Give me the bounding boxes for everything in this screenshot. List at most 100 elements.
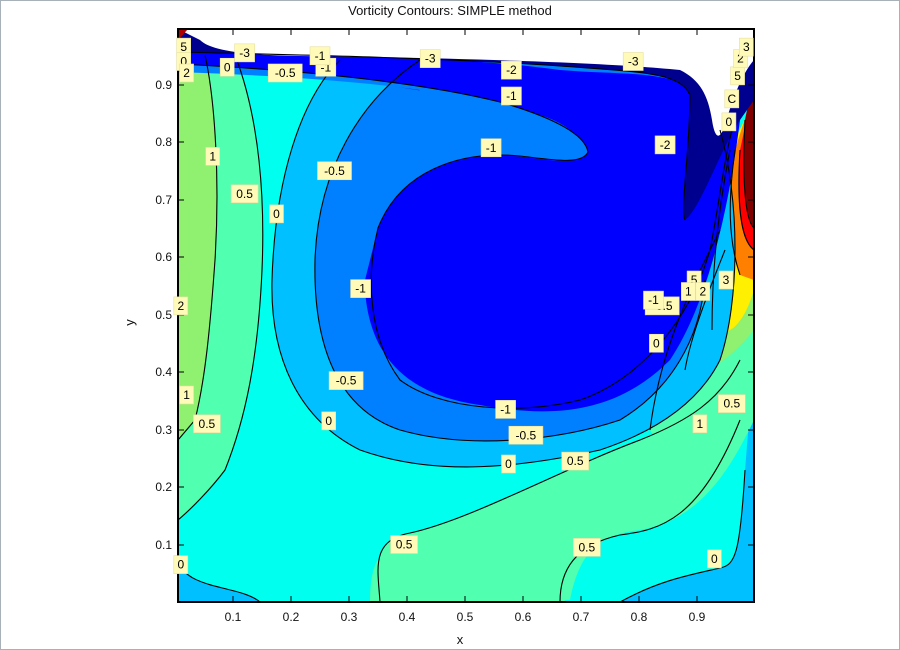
contour-label: -0.5 — [328, 371, 364, 390]
svg-text:-0.5: -0.5 — [324, 164, 345, 178]
svg-text:0: 0 — [653, 336, 660, 350]
y-tick: 0.8 — [155, 135, 172, 149]
contour-label: 3 — [738, 37, 754, 57]
svg-text:2: 2 — [183, 66, 190, 80]
contour-label: 0 — [321, 411, 337, 431]
svg-text:0.5: 0.5 — [236, 187, 253, 201]
svg-text:-1: -1 — [320, 60, 331, 74]
contour-label: C — [724, 89, 740, 109]
y-tick: 0.4 — [155, 365, 172, 379]
contour-labels: -30 -0.5 -1-1 -3-2-1-3-1 -210.50-0.5-1-0.50-… — [173, 37, 754, 574]
y-tick: 0.9 — [155, 78, 172, 92]
contour-label: 2 — [695, 282, 711, 301]
contour-label: 0.5 — [390, 535, 418, 554]
svg-text:0.5: 0.5 — [567, 454, 584, 468]
contour-label: 1 — [179, 385, 194, 405]
svg-text:0: 0 — [273, 207, 280, 221]
svg-text:3: 3 — [743, 40, 750, 54]
svg-text:0.5: 0.5 — [199, 417, 216, 431]
contour-label: -1 — [480, 138, 502, 158]
contour-label: -2 — [501, 60, 522, 80]
svg-text:0: 0 — [224, 60, 231, 74]
svg-text:2: 2 — [737, 52, 744, 66]
contour-label: 0.5 — [230, 184, 259, 204]
contour-label: 0 — [649, 333, 664, 353]
svg-text:-1: -1 — [648, 293, 659, 307]
contour-label: 0 — [219, 57, 235, 77]
x-tick: 0.9 — [689, 610, 706, 624]
contour-fill — [178, 29, 754, 602]
contour-label: 0 — [501, 454, 516, 474]
contour-label: 1 — [205, 147, 220, 166]
svg-text:5: 5 — [691, 273, 698, 287]
svg-text:3: 3 — [723, 273, 730, 287]
x-tick: 0.4 — [399, 610, 416, 624]
contour-label: 2 — [173, 296, 189, 316]
x-tick: 0.7 — [573, 610, 590, 624]
y-tick: 0.6 — [155, 250, 172, 264]
svg-text:-1: -1 — [506, 89, 517, 103]
x-axis-label: x — [456, 632, 464, 647]
chart-title: Vorticity Contours: SIMPLE method — [348, 3, 552, 18]
svg-text:1: 1 — [209, 149, 216, 163]
contour-label: -2 — [654, 135, 676, 155]
y-tick: 0.1 — [155, 538, 172, 552]
contour-label: -1 — [309, 46, 331, 66]
svg-text:-0.5: -0.5 — [336, 374, 357, 388]
contour-label: 0 — [707, 549, 722, 569]
x-tick: 0.2 — [283, 610, 300, 624]
contour-label: -0.5 — [317, 161, 352, 181]
svg-text:0: 0 — [505, 457, 512, 471]
svg-text:2: 2 — [177, 299, 184, 313]
x-tick: 0.6 — [515, 610, 532, 624]
svg-text:-1: -1 — [355, 282, 366, 296]
contour-label: 0.5 — [193, 414, 221, 434]
contour-label: -3 — [622, 52, 644, 71]
svg-text:-1: -1 — [500, 402, 511, 416]
svg-text:1: 1 — [685, 285, 692, 299]
contour-label: 0.5 — [717, 394, 746, 413]
svg-text:0: 0 — [180, 55, 187, 69]
y-tick: 0.7 — [155, 193, 172, 207]
contour-label: 0 — [269, 204, 284, 224]
x-tick: 0.8 — [631, 610, 648, 624]
svg-text:-3: -3 — [239, 46, 250, 60]
contour-label: -0.5 — [267, 63, 303, 83]
contour-label: 0 — [721, 112, 737, 132]
contour-label: -3 — [234, 43, 255, 63]
svg-text:0.5: 0.5 — [723, 397, 740, 411]
svg-text:-0.5: -0.5 — [516, 428, 537, 442]
contour-label: 1 — [692, 414, 708, 434]
x-tick: 0.3 — [341, 610, 358, 624]
x-tick: 0.1 — [225, 610, 242, 624]
svg-text:0: 0 — [726, 115, 733, 129]
svg-text:C: C — [727, 92, 736, 106]
svg-text:1: 1 — [697, 417, 704, 431]
y-tick: 0.2 — [155, 480, 172, 494]
contour-label: 0.5 — [561, 451, 590, 471]
svg-text:-1: -1 — [486, 141, 497, 155]
svg-text:0.5: 0.5 — [578, 540, 595, 554]
contour-label: -0.5 — [508, 425, 544, 445]
contour-label: 3 — [718, 270, 734, 290]
contour-label: -1 — [350, 279, 371, 298]
svg-text:-3: -3 — [628, 55, 639, 69]
svg-text:-0.5: -0.5 — [275, 66, 296, 80]
y-tick: 0.3 — [155, 423, 172, 437]
contour-label: 5 — [730, 66, 745, 86]
contour-label: 1 — [680, 282, 696, 301]
svg-text:-3: -3 — [425, 52, 436, 66]
svg-text:2: 2 — [699, 285, 706, 299]
svg-text:1: 1 — [183, 388, 190, 402]
svg-text:0.5: 0.5 — [396, 538, 413, 552]
contour-label: -1 — [501, 86, 522, 106]
axis-ticks — [178, 29, 754, 602]
y-tick-labels: 0.1 0.2 0.3 0.4 0.5 0.6 0.7 0.8 0.9 — [155, 78, 172, 552]
contour-label: 2 — [179, 63, 194, 83]
contour-label: -3 — [419, 49, 441, 68]
contour-label: -1 — [495, 400, 516, 419]
contour-label: 0 — [173, 555, 189, 574]
svg-text:-2: -2 — [506, 63, 517, 77]
svg-text:0: 0 — [177, 558, 184, 572]
